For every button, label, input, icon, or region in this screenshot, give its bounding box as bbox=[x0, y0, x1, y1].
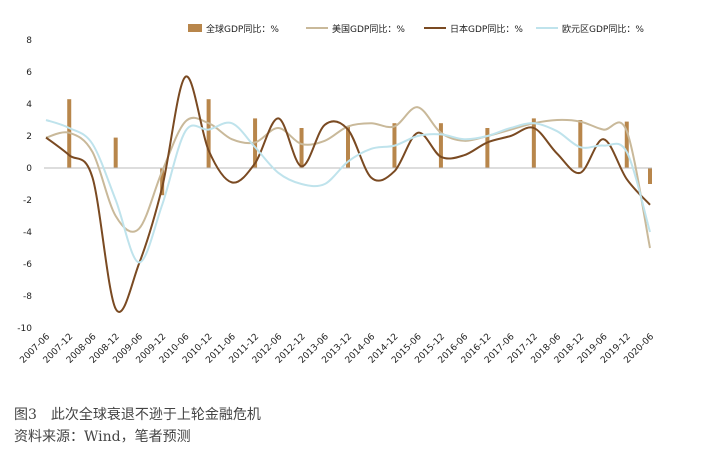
bar-global-gdp bbox=[160, 168, 165, 196]
bar-global-gdp bbox=[299, 128, 304, 168]
y-tick-label: 6 bbox=[26, 68, 32, 78]
y-tick-label: -10 bbox=[17, 324, 32, 334]
chart-legend: 全球GDP同比：% 美国GDP同比：% 日本GDP同比：% 欧元区GDP同比：% bbox=[188, 23, 644, 35]
legend-label: 美国GDP同比：% bbox=[332, 23, 405, 35]
legend-swatch bbox=[188, 24, 202, 32]
y-tick-label: -2 bbox=[23, 196, 32, 206]
bar-global-gdp bbox=[648, 168, 652, 184]
y-tick-label: 4 bbox=[26, 100, 32, 110]
source-note: 资料来源：Wind，笔者预测 bbox=[14, 429, 191, 445]
y-axis: -10 -8 -6 -4 -2 0 2 4 6 8 bbox=[17, 36, 32, 334]
y-tick-label: -8 bbox=[23, 292, 32, 302]
line-us-gdp bbox=[45, 106, 651, 249]
y-tick-label: 0 bbox=[26, 164, 32, 174]
legend-label: 日本GDP同比：% bbox=[450, 23, 523, 35]
y-tick-label: 2 bbox=[26, 132, 32, 142]
bar-global-gdp bbox=[206, 99, 211, 168]
legend-label: 欧元区GDP同比：% bbox=[562, 23, 644, 35]
figure-caption: 图3 此次全球衰退不逊于上轮金融危机 bbox=[14, 407, 261, 423]
line-japan-gdp bbox=[45, 75, 651, 313]
bar-series bbox=[67, 99, 652, 196]
x-axis: 2007-062007-122008-062008-122009-062009-… bbox=[18, 332, 656, 366]
y-tick-label: -6 bbox=[23, 260, 32, 270]
bar-global-gdp bbox=[113, 137, 118, 168]
bar-global-gdp bbox=[531, 118, 536, 168]
line-eurozone-gdp bbox=[45, 119, 651, 264]
bar-global-gdp bbox=[346, 126, 350, 168]
y-tick-label: 8 bbox=[26, 36, 32, 46]
bar-global-gdp bbox=[578, 120, 583, 168]
gdp-chart: 全球GDP同比：% 美国GDP同比：% 日本GDP同比：% 欧元区GDP同比：% -1… bbox=[17, 23, 656, 366]
y-tick-label: -4 bbox=[23, 228, 32, 238]
line-series bbox=[45, 75, 651, 313]
bar-global-gdp bbox=[438, 123, 443, 168]
bar-global-gdp bbox=[624, 121, 629, 168]
bar-global-gdp bbox=[485, 128, 490, 168]
legend-label: 全球GDP同比：% bbox=[206, 23, 279, 35]
